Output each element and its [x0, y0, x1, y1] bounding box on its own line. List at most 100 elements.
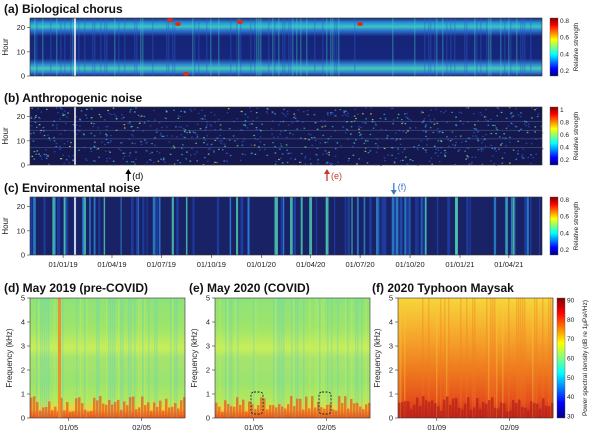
heatmap-cell: [534, 109, 536, 111]
spectrogram-lowfreq: [308, 408, 311, 418]
heatmap-cell: [407, 130, 409, 132]
heatmap-cell: [514, 125, 516, 127]
panel-title: (c) Environmental noise: [4, 181, 140, 195]
heatmap-streak: [309, 197, 313, 255]
heatmap-cell: [180, 134, 182, 136]
spectrogram-streak: [106, 298, 108, 418]
heatmap-cell: [47, 134, 49, 136]
heatmap-cell: [274, 113, 277, 115]
heatmap-cell: [150, 159, 153, 161]
heatmap-cell: [444, 110, 447, 112]
heatmap-cell: [403, 148, 406, 150]
heatmap-cell: [199, 128, 202, 130]
heatmap-cell: [198, 112, 200, 115]
heatmap-cell: [357, 113, 359, 115]
heatmap-cell: [283, 108, 285, 110]
heatmap-cell: [509, 136, 511, 138]
heatmap-cell: [334, 109, 337, 111]
spectrogram-streak: [508, 298, 510, 418]
heatmap-cell: [446, 136, 448, 138]
heatmap-cell: [460, 141, 463, 143]
heatmap-streak: [258, 18, 260, 76]
heatmap-cell: [72, 154, 75, 157]
heatmap-streak: [152, 197, 156, 255]
spectrogram-lowfreq: [548, 406, 551, 418]
heatmap-streak: [486, 18, 488, 76]
spectrogram-lowfreq: [165, 398, 168, 418]
heatmap-cell: [304, 163, 307, 165]
heatmap-cell: [325, 153, 328, 155]
heatmap-cell: [375, 151, 378, 153]
heatmap-streak: [344, 197, 347, 255]
heatmap-cell: [112, 160, 115, 162]
y-tick-label: 10: [17, 226, 25, 235]
heatmap-cell: [481, 142, 483, 144]
heatmap-cell: [35, 153, 38, 155]
heatmap-cell: [229, 154, 232, 157]
heatmap-cell: [438, 131, 441, 133]
heatmap-cell: [249, 123, 251, 125]
heatmap-cell: [466, 155, 468, 157]
heatmap-cell: [475, 128, 478, 130]
heatmap-cell: [477, 140, 480, 142]
heatmap-cell: [330, 163, 332, 166]
heatmap-cell: [39, 117, 41, 120]
x-tick-label: 01/10/19: [197, 260, 226, 269]
heatmap-cell: [324, 120, 326, 122]
heatmap-streak: [176, 197, 179, 255]
spectrogram-streak: [293, 298, 295, 418]
heatmap-streak: [424, 197, 427, 255]
spectrogram-lowfreq: [93, 397, 96, 418]
spectrogram-lowfreq: [524, 407, 527, 418]
heatmap-cell: [253, 134, 255, 137]
heatmap-cell: [64, 130, 66, 132]
spectrogram-streak: [488, 298, 490, 418]
heatmap-cell: [100, 116, 102, 118]
heatmap-streak: [174, 18, 176, 76]
heatmap-cell: [296, 120, 298, 123]
heatmap-cell: [485, 116, 487, 118]
spectrogram-streak: [110, 298, 112, 418]
heatmap-cell: [49, 139, 51, 141]
heatmap-cell: [195, 142, 197, 144]
heatmap-cell: [522, 157, 525, 159]
heatmap-cell: [286, 161, 289, 164]
heatmap-cell: [196, 151, 198, 153]
spectrogram-streak: [134, 298, 136, 418]
heatmap-streak: [306, 18, 308, 76]
heatmap-streak: [351, 197, 353, 255]
spectrogram-streak: [237, 298, 239, 418]
heatmap-cell: [285, 136, 288, 139]
heatmap-cell: [313, 136, 316, 139]
heatmap-cell: [175, 126, 177, 128]
heatmap-cell: [43, 134, 46, 137]
spectrogram-lowfreq: [177, 408, 180, 418]
heatmap-cell: [126, 161, 128, 163]
spectrogram-streak: [48, 298, 50, 418]
heatmap-cell: [490, 144, 493, 147]
heatmap-cell: [515, 126, 518, 128]
heatmap-streak: [392, 18, 394, 76]
heatmap-streak: [118, 18, 120, 76]
spectrogram-streak: [303, 298, 305, 418]
heatmap-cell: [444, 155, 447, 157]
heatmap-cell: [317, 162, 319, 165]
spectrogram-streak: [44, 298, 46, 418]
heatmap-cell: [277, 136, 279, 138]
heatmap-cell: [83, 134, 85, 136]
heatmap-cell: [34, 121, 37, 124]
heatmap-cell: [364, 147, 367, 149]
heatmap-cell: [281, 112, 284, 114]
heatmap-cell: [259, 136, 262, 138]
heatmap-cell: [540, 137, 543, 139]
spectrogram-lowfreq: [99, 396, 102, 418]
spectrogram-lowfreq: [425, 400, 428, 418]
spectrogram-streak: [422, 298, 424, 418]
heatmap-streak: [70, 18, 72, 76]
heatmap-cell: [204, 157, 206, 159]
heatmap-streak: [114, 18, 116, 76]
heatmap-cell: [394, 139, 397, 142]
heatmap-cell: [473, 113, 475, 115]
heatmap-cell: [331, 126, 334, 128]
spectrogram-lowfreq: [314, 407, 317, 418]
